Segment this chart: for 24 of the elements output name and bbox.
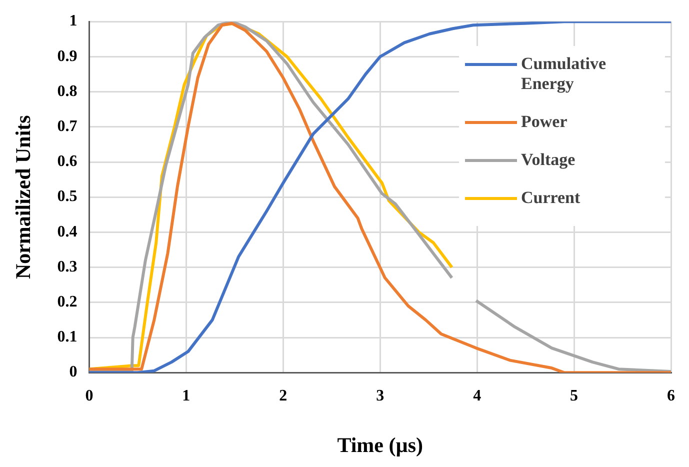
x-tick-label: 2 xyxy=(279,387,288,404)
legend-label: Cumulative Energy xyxy=(521,54,607,94)
y-tick-label: 0.6 xyxy=(57,153,78,170)
legend-label: Power xyxy=(521,112,568,132)
legend-label: Voltage xyxy=(521,150,576,170)
y-tick-label: 0 xyxy=(69,364,78,381)
x-axis-title: Time (µs) xyxy=(337,432,423,457)
y-tick-label: 0.7 xyxy=(57,118,78,136)
x-tick-label: 4 xyxy=(473,387,482,404)
y-tick-label: 0.2 xyxy=(57,294,78,311)
x-tick-label: 3 xyxy=(376,387,384,404)
x-tick-label: 1 xyxy=(182,387,190,404)
y-tick-label: 1 xyxy=(69,12,78,30)
y-tick-label: 0.5 xyxy=(57,188,78,206)
y-tick-label: 0.9 xyxy=(57,48,78,65)
y-tick-label: 0.3 xyxy=(57,258,78,276)
y-tick-label: 0.4 xyxy=(57,223,78,240)
y-tick-label: 0.8 xyxy=(57,82,78,100)
y-axis-title: Normailized Units xyxy=(11,115,36,280)
x-tick-label: 0 xyxy=(85,387,94,404)
x-tick-label: 5 xyxy=(570,387,578,404)
y-tick-label: 0.1 xyxy=(57,328,78,346)
legend-label: Current xyxy=(521,188,582,208)
x-tick-label: 6 xyxy=(667,387,675,404)
